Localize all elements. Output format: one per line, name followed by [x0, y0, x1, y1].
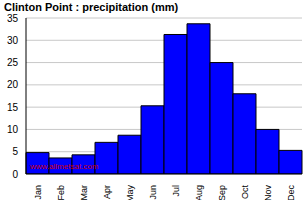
- svg-text:Jul: Jul: [171, 185, 181, 197]
- svg-text:30: 30: [8, 35, 18, 46]
- svg-text:5: 5: [12, 146, 18, 157]
- svg-text:10: 10: [8, 124, 18, 135]
- svg-text:Aug: Aug: [194, 185, 204, 200]
- svg-text:0: 0: [12, 169, 18, 180]
- html-text:www.allmetsat.com: www.allmetsat.com: [30, 162, 99, 171]
- svg-text:Sep: Sep: [217, 185, 227, 200]
- svg-text:Mar: Mar: [79, 185, 89, 200]
- svg-text:Dec: Dec: [286, 185, 296, 200]
- svg-text:Oct: Oct: [240, 185, 250, 200]
- svg-text:Jan: Jan: [33, 185, 43, 200]
- svg-text:25: 25: [8, 57, 18, 68]
- svg-text:Feb: Feb: [56, 185, 66, 200]
- svg-text:Nov: Nov: [263, 185, 273, 200]
- svg-text:Jun: Jun: [148, 185, 158, 200]
- svg-text:Apr: Apr: [102, 185, 112, 199]
- svg-text:20: 20: [8, 79, 18, 90]
- svg-text:May: May: [125, 185, 135, 200]
- html-text:Clinton Point : precipitation: Clinton Point : precipitation (mm): [4, 1, 179, 13]
- svg-text:35: 35: [8, 13, 18, 24]
- svg-text:15: 15: [8, 102, 18, 113]
